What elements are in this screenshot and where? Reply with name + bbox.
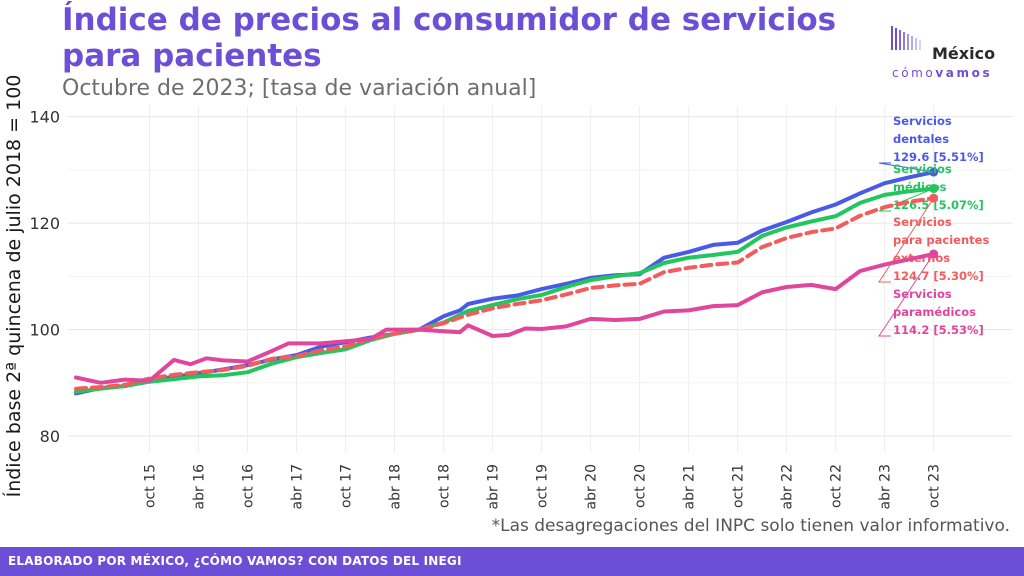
y-tick-label: 80 — [40, 427, 60, 446]
series-end-label: dentales — [893, 132, 949, 146]
series-end-label: Servicios — [893, 162, 952, 176]
series-end-label: 126.5 [5.07%] — [893, 198, 984, 212]
series-end-label: Servicios — [893, 215, 952, 229]
line-chart: 80 100 120 140 oct 15 abr 16 oct 16 abr 17 oct 1… — [29, 106, 1012, 510]
y-tick-label: 120 — [29, 214, 60, 233]
series-end-label: para pacientes — [893, 233, 989, 247]
x-tick-label: oct 20 — [633, 464, 649, 508]
x-tick-label: abr 16 — [192, 464, 208, 510]
series-end-label: 129.6 [5.51%] — [893, 150, 984, 164]
x-tick-label: oct 18 — [437, 464, 453, 508]
footer-credit: ELABORADO POR MÉXICO, ¿CÓMO VAMOS? CON D… — [8, 554, 462, 568]
x-tick-label: abr 22 — [780, 464, 796, 510]
x-tick-label: abr 19 — [486, 464, 502, 510]
y-tick-label: 140 — [29, 108, 60, 127]
series-label-leader — [878, 197, 935, 283]
chart-subtitle: Octubre de 2023; [tasa de variación anua… — [62, 76, 537, 101]
y-tick-label: 100 — [29, 321, 60, 340]
series-end-label: 124.7 [5.30%] — [893, 269, 984, 283]
logo-como-text: cómo — [892, 66, 936, 80]
x-tick-label: oct 23 — [927, 464, 943, 508]
series-line — [74, 186, 936, 394]
x-tick-label: abr 23 — [878, 464, 894, 510]
footer-bar: ELABORADO POR MÉXICO, ¿CÓMO VAMOS? CON D… — [0, 547, 1024, 576]
series-line — [74, 196, 936, 391]
series-end-label: médicos — [893, 180, 947, 194]
x-tick-label: abr 18 — [388, 464, 404, 510]
series-end-label: Servicios — [893, 287, 952, 301]
x-tick-label: oct 15 — [143, 464, 159, 508]
mexico-como-vamos-logo: México cómovamos — [888, 22, 1008, 84]
x-tick-label: abr 20 — [584, 464, 600, 510]
x-tick-label: oct 19 — [535, 464, 551, 508]
series-label-leader — [878, 162, 934, 173]
footnote: *Las desagregaciones del INPC solo tiene… — [491, 516, 1010, 536]
x-tick-label: oct 16 — [241, 464, 257, 508]
x-tick-label: abr 17 — [290, 464, 306, 510]
plot-area — [68, 106, 1012, 452]
logo-vamos-text: vamos — [935, 66, 993, 80]
x-tick-label: oct 17 — [339, 464, 355, 508]
chart-title: Índice de precios al consumidor de servi… — [62, 2, 837, 74]
series-end-label: 114.2 [5.53%] — [893, 323, 984, 337]
logo-wordmark-mexico: México — [932, 44, 996, 63]
x-tick-label: oct 22 — [829, 464, 845, 508]
series-end-label: Servicios — [893, 114, 952, 128]
series-label-leader — [878, 253, 935, 337]
series-label-leader — [878, 188, 934, 212]
x-tick-label: oct 21 — [731, 464, 747, 508]
series-end-label: paramédicos — [893, 305, 976, 319]
x-tick-label: abr 21 — [682, 464, 698, 510]
logo-wordmark-como-vamos: cómovamos — [892, 66, 992, 80]
logo-bars-icon — [891, 26, 921, 50]
series-line — [74, 252, 936, 385]
